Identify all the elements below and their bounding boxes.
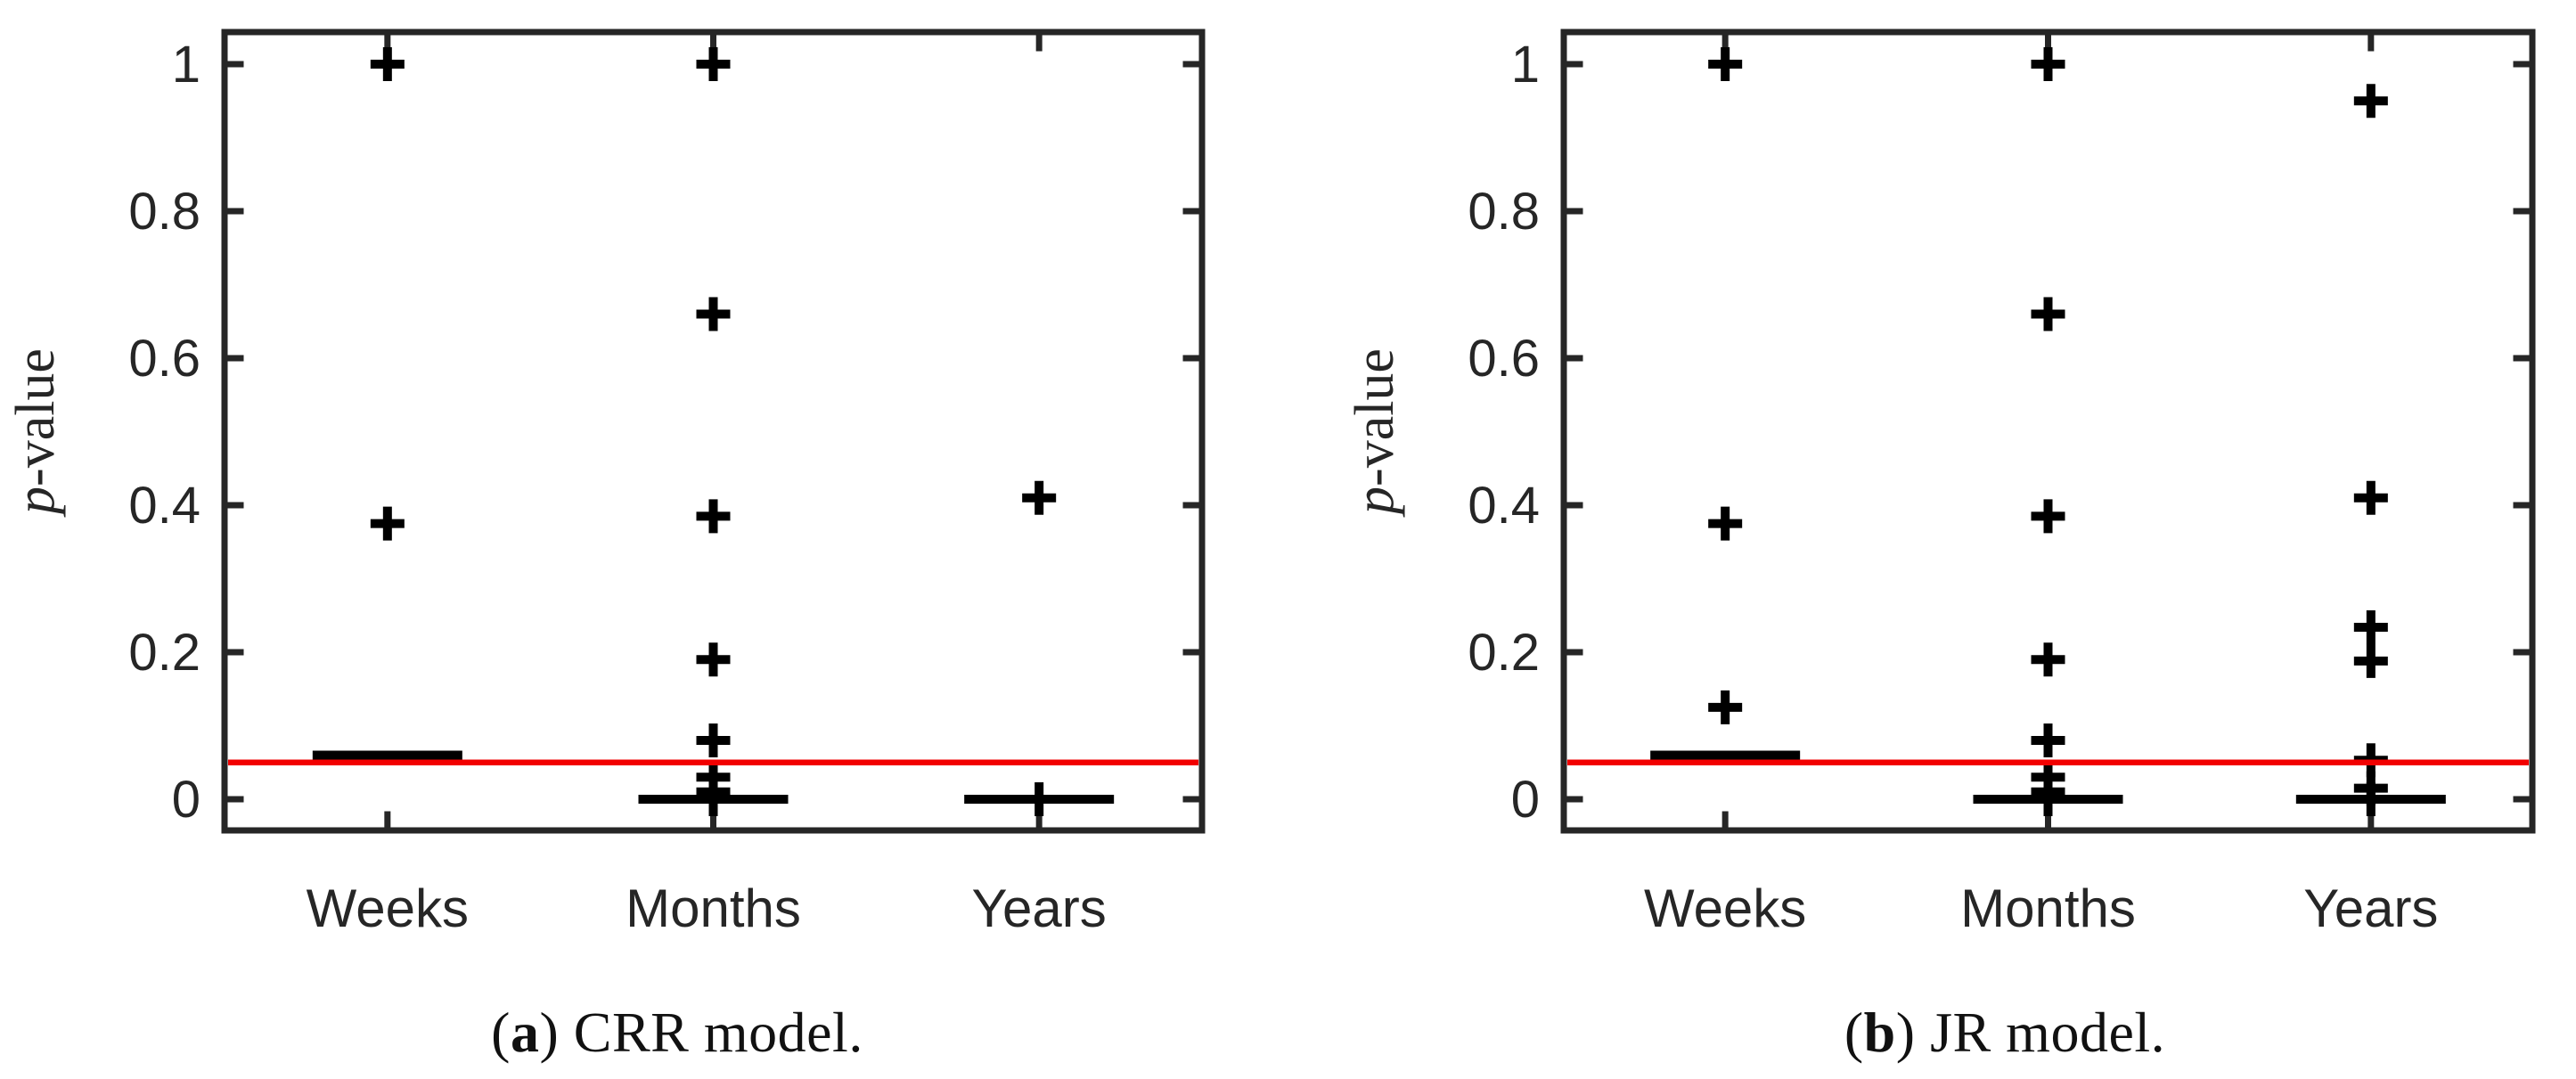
x-tick-label: Weeks (307, 879, 469, 938)
y-tick-label: 0.2 (128, 624, 200, 682)
outlier-marker (696, 723, 731, 757)
outlier-marker (1022, 480, 1057, 515)
outlier-marker (2353, 480, 2388, 515)
outlier-marker (696, 782, 731, 816)
y-tick-label: 0.8 (128, 183, 200, 241)
caption-b-text: ) JR model. (1895, 1001, 2166, 1064)
outlier-marker (2353, 609, 2388, 644)
y-tick-label: 1 (172, 36, 200, 94)
caption-a-text: ) CRR model. (539, 1001, 863, 1064)
caption-b-letter: b (1863, 1001, 1896, 1064)
x-tick-label: Months (626, 879, 801, 938)
outlier-marker (696, 297, 731, 331)
caption-a-letter: a (510, 1001, 540, 1064)
y-tick-label: 0.8 (1468, 183, 1540, 241)
y-tick-label: 0.6 (128, 330, 200, 388)
y-tick-label: 0.4 (1468, 477, 1540, 535)
outlier-marker (1708, 506, 1743, 541)
panel-a-crr: 0 0.2 0.4 0.6 0.8 1 Weeks Months Years p-value (5, 29, 1206, 938)
caption-a-open: ( (491, 1001, 511, 1064)
y-axis-label: p-value (5, 348, 66, 518)
outlier-marker (696, 642, 731, 677)
outlier-marker (2031, 297, 2065, 331)
outlier-marker (2031, 782, 2065, 816)
y-tick-label: 0 (1511, 771, 1540, 829)
y-tick-label: 0.6 (1468, 330, 1540, 388)
outlier-marker (2031, 47, 2065, 81)
caption-panel-a: (a) CRR model. (491, 1000, 863, 1066)
axes-box (1560, 29, 2536, 834)
outlier-marker (2353, 782, 2388, 816)
outlier-marker (1708, 690, 1743, 724)
outlier-marker (696, 47, 731, 81)
outlier-marker (1022, 782, 1057, 816)
outlier-marker (696, 499, 731, 534)
caption-panel-b: (b) JR model. (1844, 1000, 2165, 1066)
caption-b-open: ( (1844, 1001, 1864, 1064)
y-tick-label: 0.2 (1468, 624, 1540, 682)
outlier-marker (370, 47, 405, 81)
axes-box (221, 29, 1206, 834)
outlier-marker (2353, 643, 2388, 678)
x-tick-label: Years (2303, 879, 2438, 938)
y-tick-label: 0 (172, 771, 200, 829)
outlier-marker (370, 506, 405, 541)
x-tick-label: Weeks (1644, 879, 1806, 938)
x-tick-label: Years (972, 879, 1107, 938)
outlier-marker (2031, 499, 2065, 534)
panel-b-jr: 0 0.2 0.4 0.6 0.8 1 Weeks Months Years p-value (1345, 29, 2536, 938)
outlier-marker (2353, 84, 2388, 119)
outlier-marker (2031, 723, 2065, 757)
y-tick-label: 0.4 (128, 477, 200, 535)
x-tick-label: Months (1960, 879, 2136, 938)
outlier-marker (1708, 47, 1743, 81)
outlier-marker (2031, 642, 2065, 677)
y-tick-label: 1 (1511, 36, 1540, 94)
y-axis-label: p-value (1345, 348, 1405, 518)
